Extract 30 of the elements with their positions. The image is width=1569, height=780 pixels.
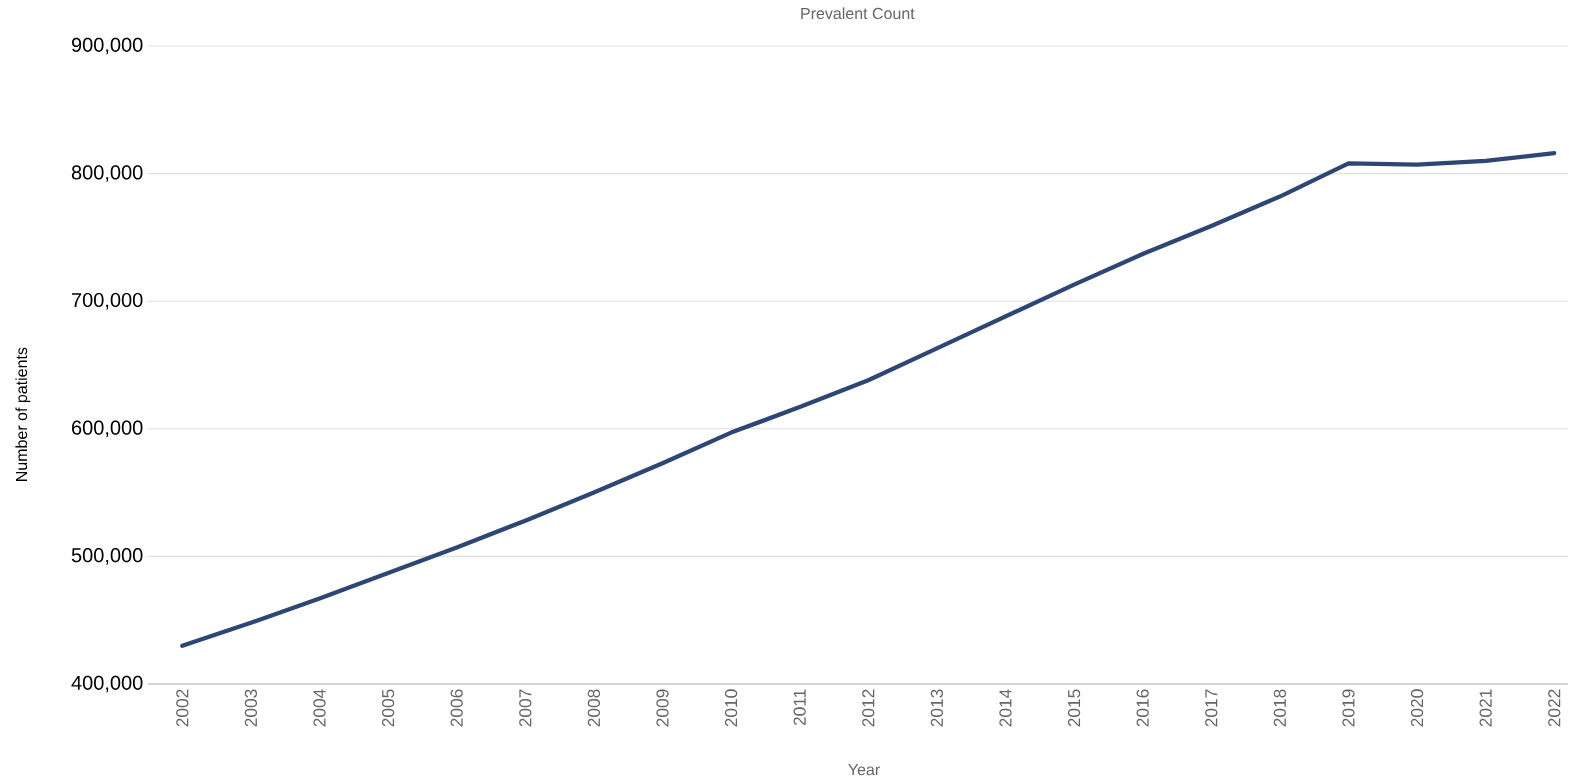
x-tick-label: 2019 — [1342, 689, 1355, 727]
x-tick-label: 2007 — [519, 689, 532, 727]
x-tick-label: 2003 — [244, 689, 258, 727]
x-tick-label: 2016 — [1136, 689, 1149, 727]
y-tick-label: 500,000 — [71, 548, 143, 565]
chart-title: Prevalent Count — [801, 7, 915, 20]
x-tick-label: 2004 — [313, 689, 326, 727]
y-tick-label: 700,000 — [72, 292, 143, 310]
x-tick-label: 2011 — [793, 689, 806, 726]
y-tick-label: 800,000 — [71, 165, 143, 182]
x-tick-label: 2009 — [656, 689, 669, 727]
y-tick-label: 600,000 — [72, 420, 143, 438]
x-tick-label: 2018 — [1273, 689, 1286, 727]
x-tick-label: 2015 — [1067, 689, 1081, 727]
y-axis-title: Number of patients — [15, 347, 31, 481]
x-tick-label: 2017 — [1205, 689, 1218, 727]
y-tick-label: 400,000 — [71, 675, 143, 693]
y-tick-label: 900,000 — [71, 37, 143, 55]
x-tick-label: 2008 — [587, 689, 601, 727]
x-tick-label: 2020 — [1410, 689, 1424, 727]
x-tick-label: 2013 — [930, 689, 944, 727]
x-tick-label: 2022 — [1548, 689, 1561, 727]
x-tick-label: 2005 — [381, 689, 395, 727]
x-tick-label: 2010 — [724, 689, 738, 727]
x-tick-label: 2006 — [450, 689, 463, 727]
x-axis-title: Year — [848, 764, 880, 776]
x-tick-label: 2021 — [1479, 689, 1492, 727]
x-tick-label: 2002 — [176, 689, 189, 727]
x-tick-label: 2012 — [862, 689, 875, 727]
x-tick-label: 2014 — [999, 689, 1012, 727]
